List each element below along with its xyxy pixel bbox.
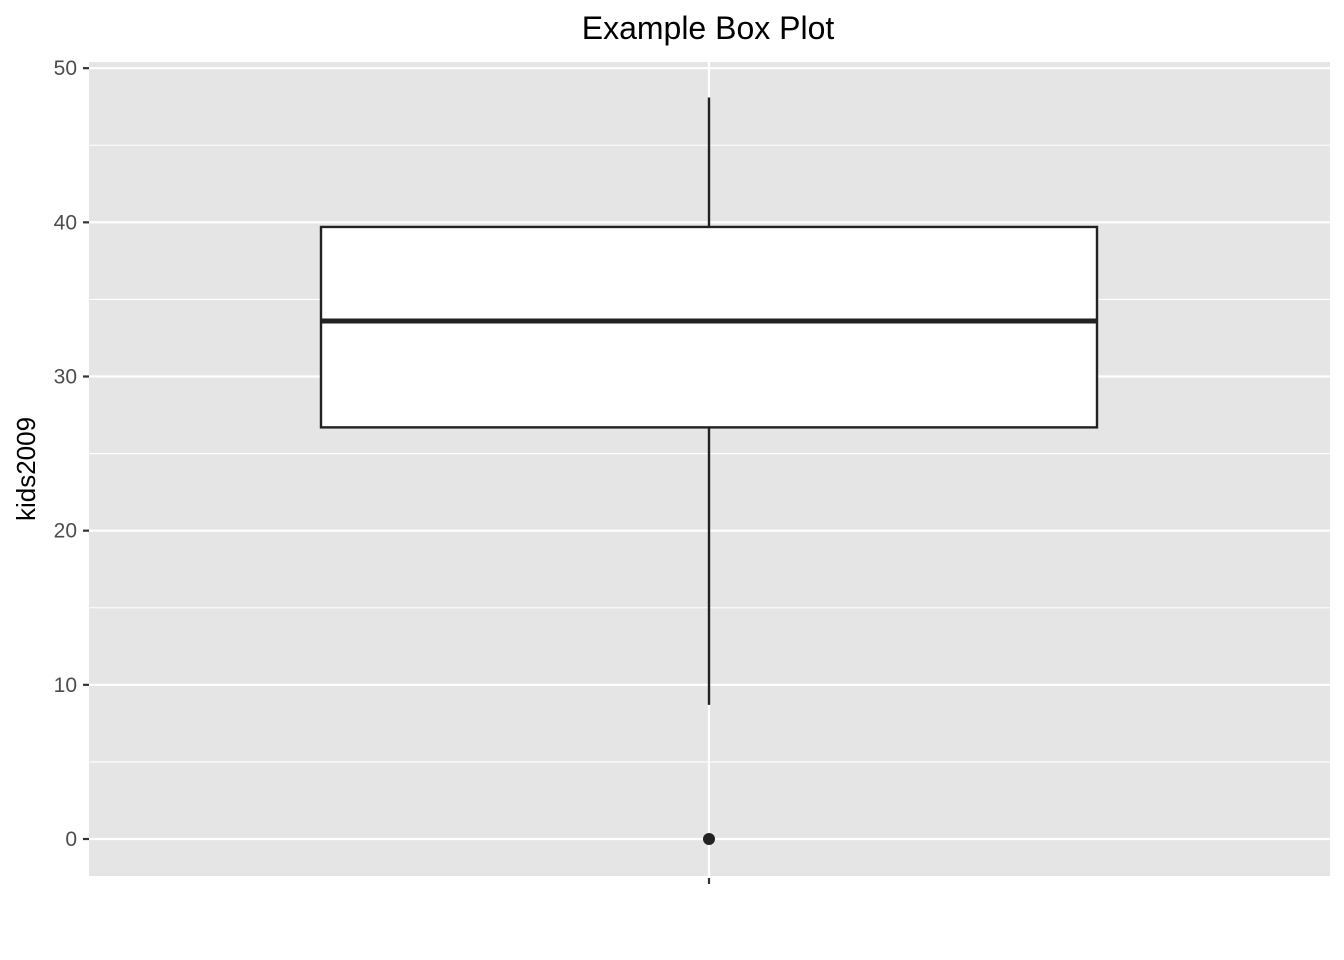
y-tick-label: 20	[54, 520, 77, 543]
y-tick-label: 50	[54, 57, 77, 80]
outlier-point	[703, 833, 715, 845]
y-tick-label: 30	[54, 366, 77, 389]
interquartile-box	[319, 225, 1099, 429]
y-tick-label: 40	[54, 211, 77, 234]
y-tick-label: 0	[65, 828, 77, 851]
y-axis: 0 10 20 30 40 50	[54, 57, 711, 884]
y-axis-title: kids2009	[11, 417, 41, 521]
y-tick-label: 10	[54, 674, 77, 697]
chart-title: Example Box Plot	[582, 10, 835, 46]
box-layer	[319, 97, 1099, 845]
